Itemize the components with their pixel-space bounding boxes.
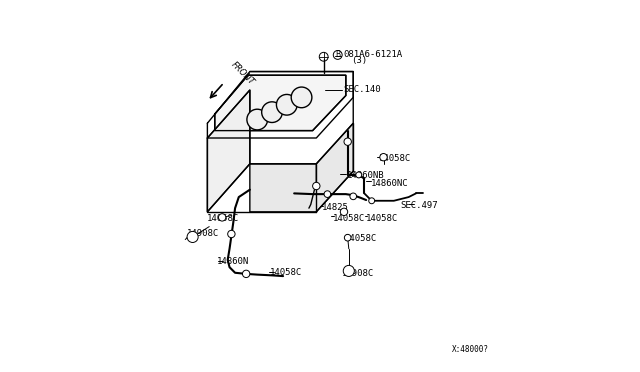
- Text: 14058C: 14058C: [379, 154, 412, 163]
- Text: 14058C: 14058C: [345, 234, 377, 243]
- Polygon shape: [250, 123, 353, 212]
- Text: SEC.497: SEC.497: [401, 201, 438, 210]
- Text: 14058C: 14058C: [269, 268, 301, 277]
- Text: B: B: [335, 51, 340, 60]
- Circle shape: [324, 191, 331, 198]
- Circle shape: [243, 270, 250, 278]
- Text: FRONT: FRONT: [230, 60, 256, 86]
- Polygon shape: [215, 75, 346, 131]
- Circle shape: [312, 182, 320, 190]
- Circle shape: [369, 198, 374, 204]
- Text: 14908C: 14908C: [341, 269, 374, 278]
- Circle shape: [262, 102, 282, 122]
- Text: X:48000?: X:48000?: [452, 345, 489, 354]
- Text: 14825: 14825: [322, 202, 349, 212]
- Circle shape: [276, 94, 297, 115]
- Circle shape: [228, 230, 235, 238]
- Text: 14058C: 14058C: [207, 214, 239, 222]
- Circle shape: [247, 109, 268, 130]
- Circle shape: [343, 265, 355, 276]
- Circle shape: [291, 87, 312, 108]
- Text: 14860NB: 14860NB: [347, 171, 384, 180]
- Text: 14908C: 14908C: [187, 230, 220, 238]
- Circle shape: [356, 172, 362, 178]
- Text: (3): (3): [351, 56, 367, 65]
- Text: 081A6-6121A: 081A6-6121A: [343, 51, 402, 60]
- Text: 14860NC: 14860NC: [371, 179, 408, 187]
- Text: SEC.140: SEC.140: [343, 85, 381, 94]
- Circle shape: [187, 231, 198, 243]
- Circle shape: [380, 154, 387, 161]
- Text: 14058C: 14058C: [333, 214, 365, 222]
- Text: 14058C: 14058C: [366, 214, 399, 222]
- Circle shape: [340, 208, 348, 215]
- Polygon shape: [207, 90, 250, 212]
- Circle shape: [218, 214, 226, 221]
- Circle shape: [344, 138, 351, 145]
- Text: 14860N: 14860N: [216, 257, 249, 266]
- Circle shape: [344, 234, 351, 241]
- Circle shape: [350, 193, 356, 200]
